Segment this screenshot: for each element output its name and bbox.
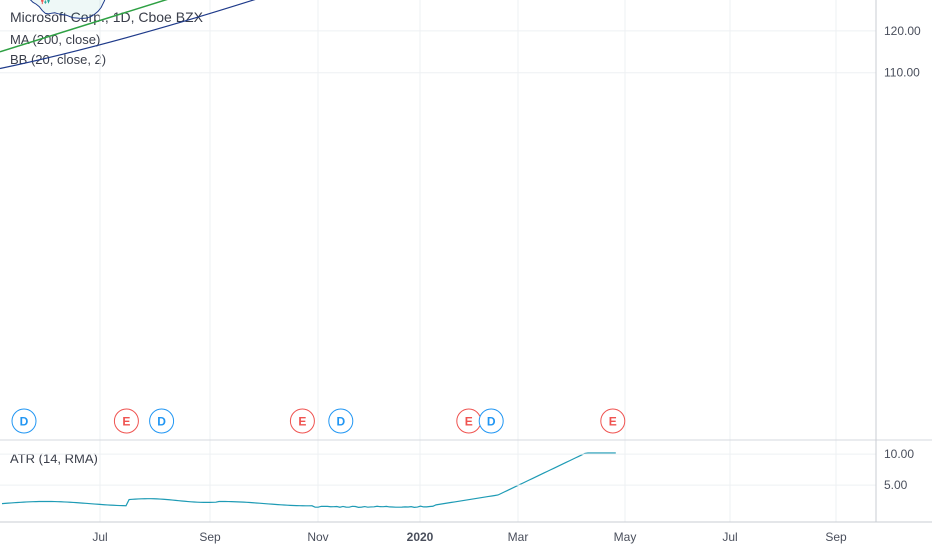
event-marker-label: E	[298, 415, 306, 429]
y-tick-label: 120.00	[884, 24, 921, 38]
candle-body	[47, 0, 50, 2]
x-tick-label: 2020	[407, 530, 434, 544]
grid	[0, 0, 876, 522]
candle-body	[41, 0, 44, 2]
bb-lower	[29, 0, 106, 19]
dividend-marker	[478, 408, 504, 434]
earnings-marker	[289, 408, 315, 434]
dividend-marker	[11, 408, 37, 434]
x-tick-label: Jul	[722, 530, 737, 544]
atr-pane: 5.00 10.00	[0, 439, 932, 508]
atr-tick-label: 10.00	[884, 447, 914, 461]
x-tick-label: Sep	[825, 530, 847, 544]
trendline-support	[0, 0, 168, 53]
event-marker-label: D	[20, 415, 29, 429]
y-tick-label: 110.00	[884, 66, 920, 80]
x-tick-label: Jul	[92, 530, 107, 544]
dividend-marker	[149, 408, 175, 434]
ma-200-line	[0, 0, 256, 70]
x-tick-label: Sep	[199, 530, 221, 544]
event-marker-label: E	[609, 415, 617, 429]
earnings-marker	[113, 408, 139, 434]
candles	[41, 0, 50, 5]
dividend-marker	[328, 408, 354, 434]
x-tick-label: Mar	[508, 530, 529, 544]
earnings-marker	[600, 408, 626, 434]
atr-legend[interactable]: ATR (14, RMA)	[10, 451, 98, 466]
candle-body	[44, 1, 47, 3]
x-tick-label: May	[614, 530, 637, 544]
atr-line	[1, 452, 616, 508]
event-marker-label: D	[157, 415, 166, 429]
event-marker-label: E	[122, 415, 130, 429]
bb-fill	[30, 0, 105, 19]
event-marker-label: D	[487, 415, 496, 429]
ma-legend[interactable]: MA (200, close)	[10, 32, 101, 47]
bb-legend[interactable]: BB (20, close, 2)	[10, 52, 107, 67]
bollinger-bands	[29, 0, 106, 19]
event-marker-label: E	[465, 415, 473, 429]
atr-tick-label: 5.00	[884, 478, 908, 492]
indicator-lines	[0, 0, 256, 70]
symbol-legend: Microsoft Corp., 1D, Cboe BZX	[10, 9, 203, 25]
event-marker-label: D	[336, 415, 345, 429]
x-tick-label: Nov	[307, 530, 328, 544]
